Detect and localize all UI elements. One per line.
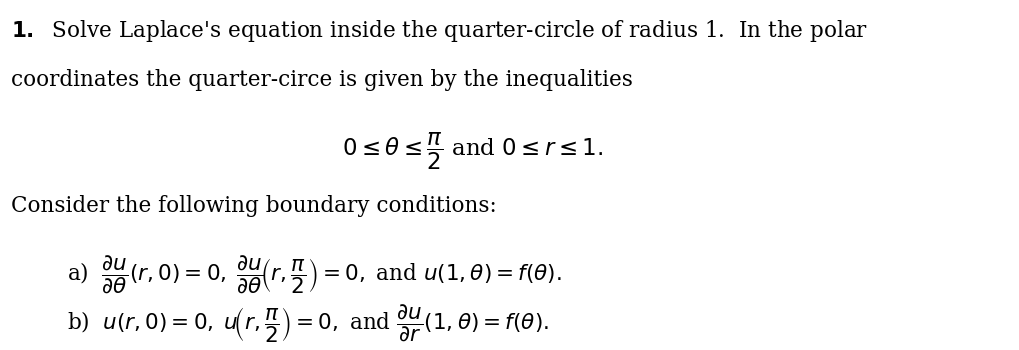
Text: b)  $u(r, 0) = 0,\; u\!\left(r, \dfrac{\pi}{2}\right) = 0,$ and $\dfrac{\partial: b) $u(r, 0) = 0,\; u\!\left(r, \dfrac{\p… [67,302,549,345]
Text: a)  $\dfrac{\partial u}{\partial \theta}(r, 0) = 0,\; \dfrac{\partial u}{\partia: a) $\dfrac{\partial u}{\partial \theta}(… [67,254,561,296]
Text: $\mathbf{1.}$  Solve Laplace's equation inside the quarter-circle of radius 1.  : $\mathbf{1.}$ Solve Laplace's equation i… [11,18,867,43]
Text: coordinates the quarter-circe is given by the inequalities: coordinates the quarter-circe is given b… [11,69,632,91]
Text: $0 \leq \theta \leq \dfrac{\pi}{2}$ and $0 \leq r \leq 1.$: $0 \leq \theta \leq \dfrac{\pi}{2}$ and … [341,131,603,172]
Text: Consider the following boundary conditions:: Consider the following boundary conditio… [11,195,496,217]
